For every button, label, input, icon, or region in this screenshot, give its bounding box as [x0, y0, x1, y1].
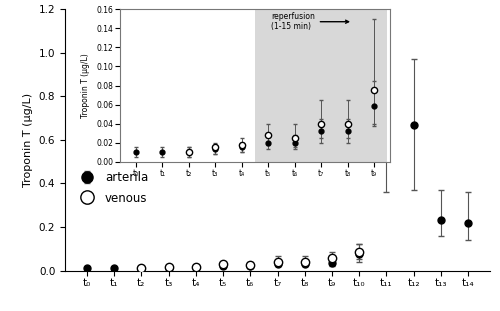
Y-axis label: Troponin T (µg/L): Troponin T (µg/L) [82, 53, 90, 118]
Text: reperfusion
(1-15 min): reperfusion (1-15 min) [271, 12, 348, 31]
Legend: arterila, venous: arterila, venous [71, 167, 153, 209]
Y-axis label: Troponin T (µg/L): Troponin T (µg/L) [23, 93, 33, 187]
Bar [255, 9, 388, 162]
